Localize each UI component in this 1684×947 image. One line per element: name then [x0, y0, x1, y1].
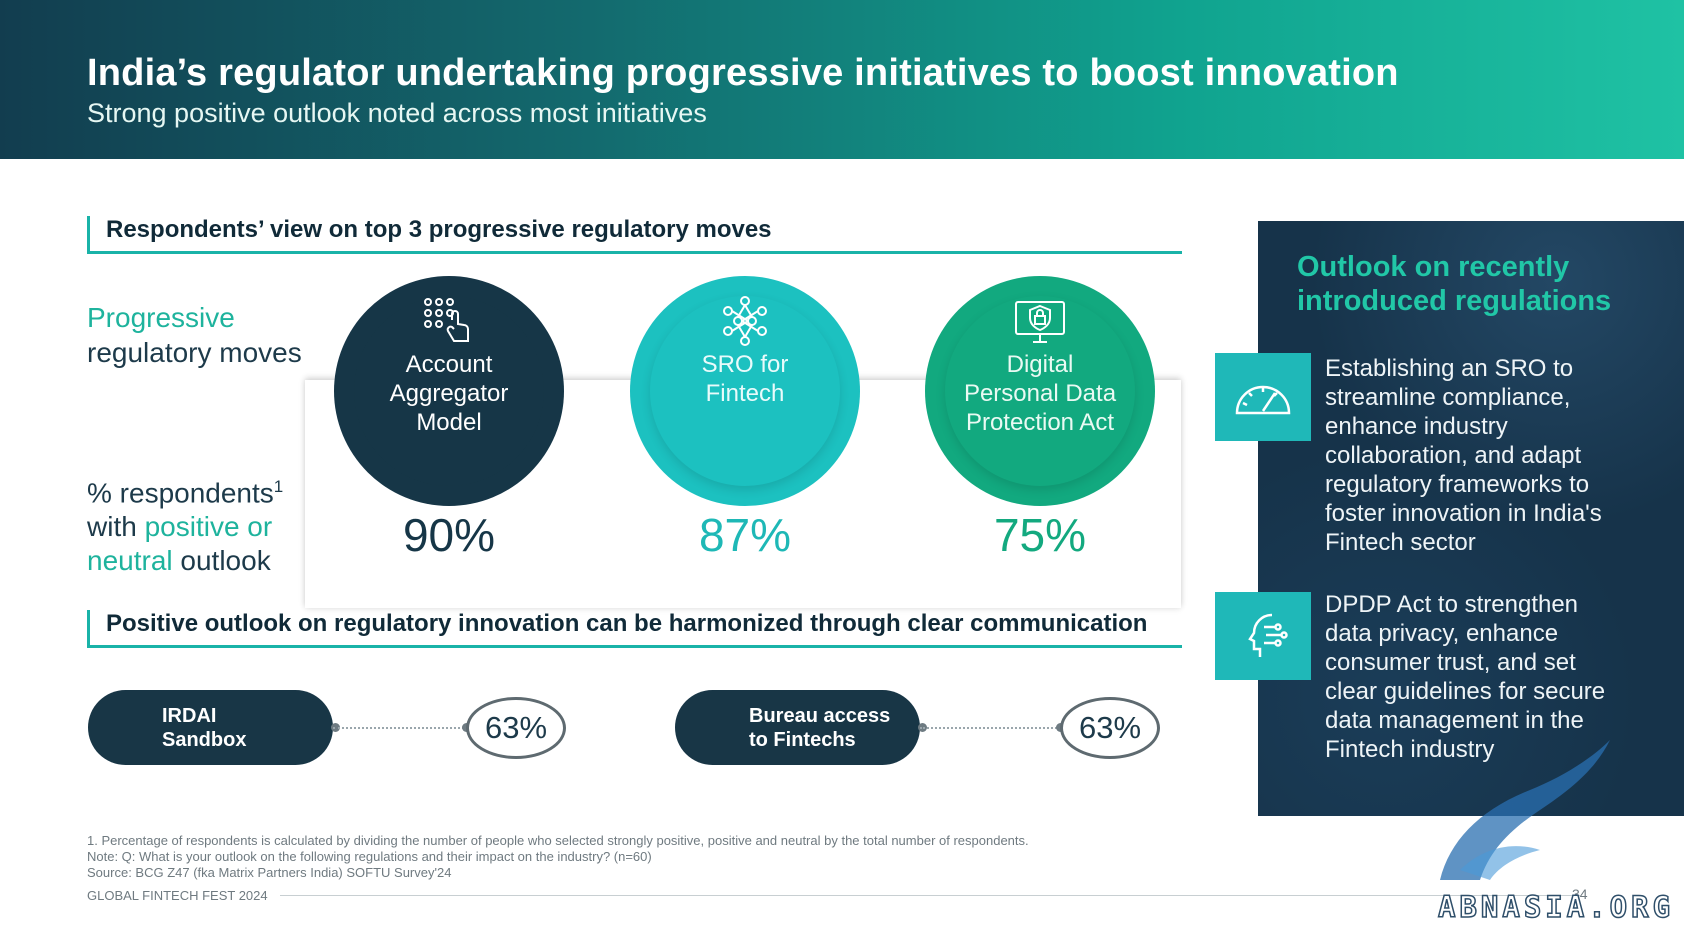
move-label-line: Protection Act	[965, 409, 1115, 436]
section-heading-text: Respondents’ view on top 3 progressive r…	[106, 216, 772, 243]
digital-head-icon	[1215, 592, 1311, 680]
row-label-highlight: positive or	[144, 511, 273, 543]
watermark-text: ABNASIA.ORG	[1437, 889, 1675, 925]
initiative-pill-irdai-sandbox: IRDAI Sandbox	[88, 690, 333, 765]
sidebar-item-text: DPDP Act to strengthen data privacy, enh…	[1325, 591, 1606, 763]
move-label-line: Aggregator	[389, 380, 509, 407]
section-heading-regulatory-moves: Respondents’ view on top 3 progressive r…	[87, 216, 1182, 254]
move-label-line: SRO for	[701, 351, 789, 378]
circle-inner	[945, 296, 1135, 486]
row-label-progressive-moves: Progressive regulatory moves	[87, 300, 302, 370]
move-label: Account Aggregator Model	[344, 350, 554, 437]
initiative-pill-bureau-access: Bureau access to Fintechs	[675, 690, 920, 765]
sidebar-title-line: introduced regulations	[1297, 285, 1612, 317]
percent-value: 87%	[698, 509, 792, 561]
move-circle-account-aggregator: Account Aggregator Model	[334, 276, 564, 506]
percent-value: 90%	[402, 509, 496, 561]
percent-value: 75%	[993, 509, 1087, 561]
row-label-respondents: % respondents1 with positive or neutral …	[87, 470, 283, 578]
row-label-line: with	[87, 511, 145, 543]
footnote-line: 1. Percentage of respondents is calculat…	[87, 833, 1029, 848]
move-label-line: Digital	[1006, 351, 1074, 378]
header-banner	[0, 0, 1684, 159]
move-label-line: Personal Data	[963, 380, 1117, 407]
section-heading-text: Positive outlook on regulatory innovatio…	[106, 610, 1148, 637]
speedometer-icon	[1215, 353, 1311, 441]
pill-label-line: to Fintechs	[749, 729, 856, 751]
move-label-line: Fintech	[705, 380, 785, 407]
move-label-line: Model	[416, 409, 482, 436]
move-circle-dpdp-act: Digital Personal Data Protection Act	[925, 276, 1155, 506]
page-subtitle: Strong positive outlook noted across mos…	[87, 98, 707, 128]
row-label-line: % respondents	[87, 477, 274, 509]
row-label-highlight: neutral	[87, 545, 173, 577]
footer-divider	[280, 895, 1580, 896]
network-hexagon-icon	[718, 296, 772, 346]
move-label-line: Account	[405, 351, 493, 378]
page-title: India’s regulator undertaking progressiv…	[87, 52, 1399, 94]
pill-label-line: IRDAI	[162, 705, 217, 727]
percent-oval: 63%	[1060, 697, 1160, 759]
connector-line	[333, 727, 468, 729]
watermark-logo-icon	[1420, 730, 1620, 890]
circle-inner	[650, 296, 840, 486]
move-label: SRO for Fintech	[640, 350, 850, 408]
move-circle-sro-fintech: SRO for Fintech	[630, 276, 860, 506]
footnote-line: Source: BCG Z47 (fka Matrix Partners Ind…	[87, 865, 452, 880]
footnotes: 1. Percentage of respondents is calculat…	[87, 833, 1029, 881]
outlook-sidebar	[1258, 221, 1684, 816]
footer-label: GLOBAL FINTECH FEST 2024	[87, 888, 268, 903]
hand-network-icon	[422, 296, 476, 346]
row-label-line: outlook	[172, 545, 271, 577]
footnote-marker: 1	[273, 477, 284, 496]
monitor-shield-lock-icon	[1013, 296, 1067, 346]
section-heading-communication: Positive outlook on regulatory innovatio…	[87, 610, 1182, 648]
sidebar-title: Outlook on recently introduced regulatio…	[1297, 250, 1611, 318]
page-number: 34	[1572, 886, 1588, 902]
connector-line	[920, 727, 1060, 729]
row-label-line: regulatory moves	[87, 337, 302, 368]
row-label-line: Progressive	[87, 302, 235, 333]
sidebar-item-text: Establishing an SRO to streamline compli…	[1325, 355, 1602, 556]
percent-oval: 63%	[466, 697, 566, 759]
footnote-line: Note: Q: What is your outlook on the fol…	[87, 849, 652, 864]
pill-label-line: Bureau access	[749, 705, 891, 727]
pill-label-line: Sandbox	[162, 729, 247, 751]
sidebar-title-line: Outlook on recently	[1297, 251, 1570, 283]
move-label: Digital Personal Data Protection Act	[935, 350, 1145, 437]
